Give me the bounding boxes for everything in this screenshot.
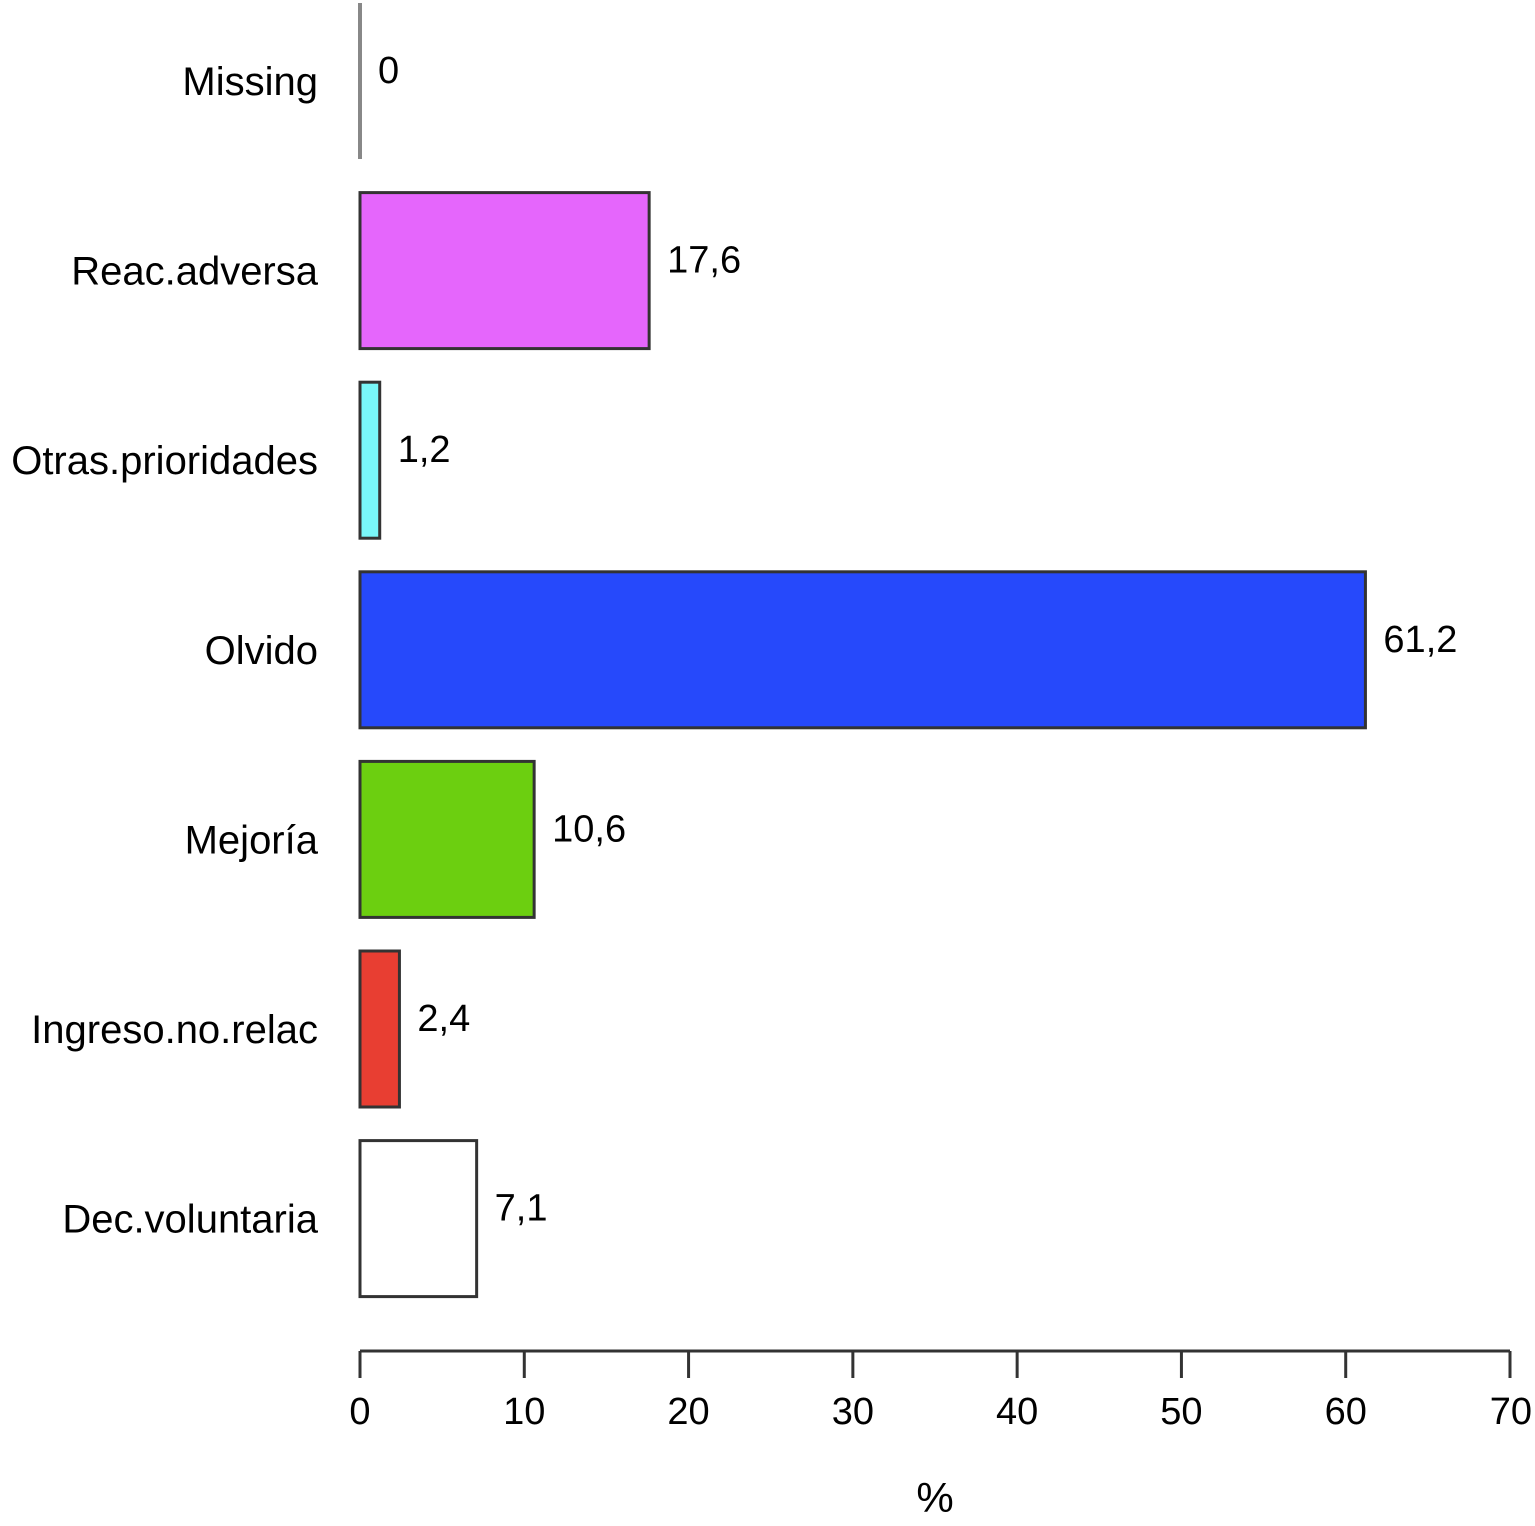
- x-tick-label-10: 10: [503, 1391, 545, 1433]
- bar-dec-voluntaria: [358, 1139, 479, 1299]
- bar-mejor-a: [358, 759, 536, 919]
- x-tick-label-50: 50: [1160, 1391, 1202, 1433]
- bar-reac-adversa: [358, 191, 651, 351]
- x-tick-label-40: 40: [996, 1391, 1038, 1433]
- value-label-missing: 0: [378, 50, 399, 92]
- category-label-missing: Missing: [182, 60, 318, 104]
- x-tick-label-60: 60: [1325, 1391, 1367, 1433]
- category-label-ingreso-no-relac: Ingreso.no.relac: [31, 1008, 318, 1052]
- category-label-mejor-a: Mejoría: [185, 818, 319, 862]
- bar-olvido: [358, 570, 1367, 730]
- category-label-reac-adversa: Reac.adversa: [71, 250, 319, 294]
- x-axis: 0 10 20 30 40 50 60 70: [349, 1349, 1532, 1433]
- x-tick-label-20: 20: [667, 1391, 709, 1433]
- bar-otras-prioridades: [358, 380, 382, 540]
- x-axis-title: %: [916, 1474, 953, 1521]
- category-label-otras-prioridades: Otras.prioridades: [11, 439, 318, 483]
- labels-layer: Missing 0 Reac.adversa 17,6 Otras.prioridade…: [11, 50, 1457, 1242]
- x-tick-label-30: 30: [832, 1391, 874, 1433]
- value-label-reac-adversa: 17,6: [667, 240, 741, 282]
- bar-ingreso-no-relac: [358, 949, 401, 1109]
- value-label-dec-voluntaria: 7,1: [495, 1188, 548, 1230]
- value-label-mejor-a: 10,6: [552, 808, 626, 850]
- x-tick-label-0: 0: [349, 1391, 370, 1433]
- value-label-ingreso-no-relac: 2,4: [417, 998, 470, 1040]
- category-label-olvido: Olvido: [205, 629, 318, 673]
- value-label-otras-prioridades: 1,2: [398, 429, 451, 471]
- category-label-dec-voluntaria: Dec.voluntaria: [62, 1198, 318, 1242]
- value-label-olvido: 61,2: [1383, 619, 1457, 661]
- bars-layer: [358, 3, 1367, 1299]
- x-tick-label-70: 70: [1490, 1391, 1532, 1433]
